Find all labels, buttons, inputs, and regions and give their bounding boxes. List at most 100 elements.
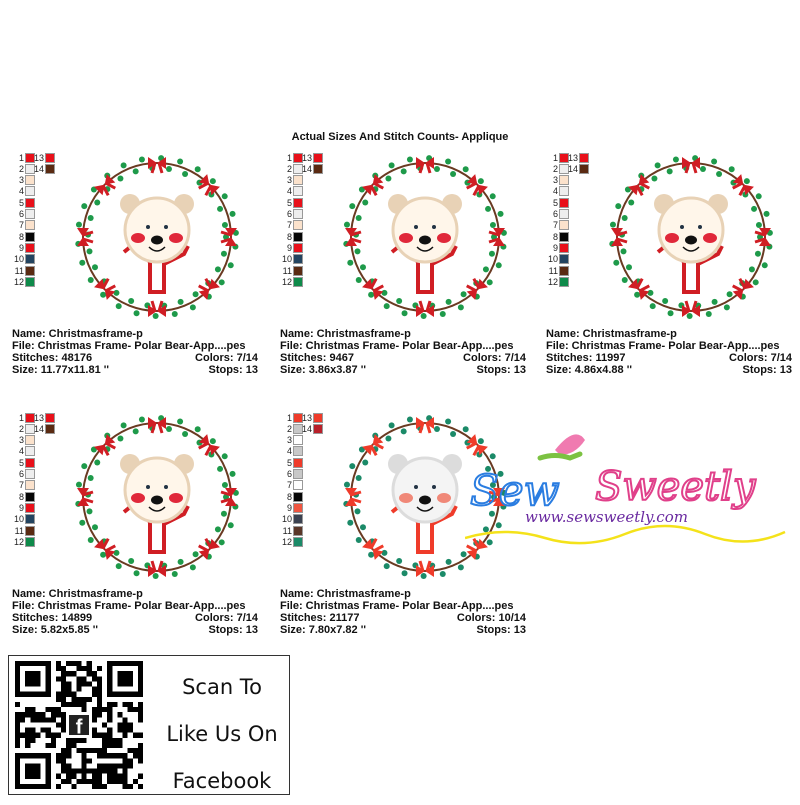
wreath-bear-design [75, 415, 239, 579]
stitch-count: Stitches: 14899 [12, 612, 93, 624]
qr-code-icon[interactable]: f [15, 661, 143, 789]
design-name: Name: Christmasframe-p [12, 328, 143, 340]
stop-count: Stops: 13 [208, 364, 258, 376]
qr-line-2: Like Us On [166, 722, 278, 746]
color-swatch: 7 [280, 220, 303, 231]
color-swatch: 1 [280, 412, 303, 423]
design-info: Name: Christmasframe-p File: Christmas F… [12, 328, 258, 376]
svg-text:f: f [76, 716, 83, 739]
color-swatch: 8 [12, 491, 35, 502]
design-panel: 1 2 3 4 5 6 7 8 9 10 11 12 13 14 Name: Christmasframe… [12, 412, 272, 642]
sew-sweetly-logo: Sew Sweetly www.sewsweetly.com [464, 420, 795, 550]
color-swatch: 12 [280, 276, 303, 287]
stitch-count: Stitches: 21177 [280, 612, 360, 624]
color-swatch: 4 [280, 186, 303, 197]
design-file: File: Christmas Frame- Polar Bear-App...… [280, 340, 514, 352]
color-swatch: 6 [280, 209, 303, 220]
stitch-count: Stitches: 9467 [280, 352, 354, 364]
wreath-bear-design [75, 155, 239, 319]
design-name: Name: Christmasframe-p [12, 588, 143, 600]
design-panel: 1 2 3 4 5 6 7 8 9 10 11 12 13 14 Name: Christmasframe… [12, 152, 272, 382]
color-swatch: 9 [280, 502, 303, 513]
color-swatch: 7 [280, 480, 303, 491]
color-swatch: 3 [280, 435, 303, 446]
design-panel: 1 2 3 4 5 6 7 8 9 10 11 12 13 14 Name: Christmasframe… [280, 152, 540, 382]
color-swatch: 11 [546, 265, 569, 276]
color-swatch: 8 [280, 231, 303, 242]
qr-line-3: Facebook [172, 769, 272, 793]
color-swatch: 9 [280, 242, 303, 253]
design-panel: 1 2 3 4 5 6 7 8 9 10 11 12 13 14 Name: Christmasframe… [546, 152, 800, 382]
color-swatch: 2 [280, 163, 303, 174]
design-file: File: Christmas Frame- Polar Bear-App...… [280, 600, 514, 612]
color-swatch: 14 [300, 423, 323, 434]
svg-text:www.sewsweetly.com: www.sewsweetly.com [525, 508, 688, 526]
wreath-bear-design [609, 155, 773, 319]
color-swatch: 10 [280, 514, 303, 525]
stop-count: Stops: 13 [742, 364, 792, 376]
color-swatch: 13 [566, 152, 589, 163]
color-swatch: 10 [546, 254, 569, 265]
design-panel: 1 2 3 4 5 6 7 8 9 10 11 12 13 14 Name: Christmasframe… [280, 412, 540, 642]
color-swatch: 5 [12, 197, 35, 208]
color-swatch: 4 [280, 446, 303, 457]
facebook-qr-box: f Scan To Like Us On Facebook [8, 655, 290, 795]
color-swatch: 5 [12, 457, 35, 468]
color-swatch: 7 [12, 480, 35, 491]
color-swatch: 2 [546, 163, 569, 174]
stop-count: Stops: 13 [476, 364, 526, 376]
color-swatch: 4 [12, 186, 35, 197]
svg-text:Sweetly: Sweetly [595, 464, 757, 510]
color-swatch: 5 [280, 197, 303, 208]
design-info: Name: Christmasframe-p File: Christmas F… [280, 588, 526, 636]
color-swatch: 14 [32, 423, 55, 434]
design-name: Name: Christmasframe-p [280, 328, 411, 340]
color-swatch: 14 [566, 163, 589, 174]
design-size: Size: 5.82x5.85 '' [12, 624, 98, 636]
stitch-count: Stitches: 11997 [546, 352, 626, 364]
color-swatch: 3 [546, 175, 569, 186]
wreath-bear-design [343, 155, 507, 319]
color-swatch: 3 [12, 175, 35, 186]
color-count: Colors: 7/14 [729, 352, 792, 364]
color-swatch: 1 [280, 152, 303, 163]
wreath-bear-design [343, 415, 507, 579]
color-swatch: 13 [32, 152, 55, 163]
color-swatch: 5 [546, 197, 569, 208]
color-swatch: 11 [280, 525, 303, 536]
color-swatch: 9 [12, 502, 35, 513]
color-swatch: 6 [12, 469, 35, 480]
qr-line-1: Scan To [182, 675, 262, 699]
color-swatch: 2 [280, 423, 303, 434]
design-file: File: Christmas Frame- Polar Bear-App...… [12, 600, 246, 612]
color-swatch: 8 [280, 491, 303, 502]
svg-text:Sew: Sew [470, 466, 560, 515]
color-swatch: 8 [12, 231, 35, 242]
color-swatch: 1 [12, 412, 35, 423]
color-swatch: 13 [32, 412, 55, 423]
stop-count: Stops: 13 [208, 624, 258, 636]
color-swatch: 3 [280, 175, 303, 186]
design-size: Size: 11.77x11.81 '' [12, 364, 109, 376]
color-swatch: 11 [280, 265, 303, 276]
color-swatch: 6 [12, 209, 35, 220]
design-file: File: Christmas Frame- Polar Bear-App...… [546, 340, 780, 352]
color-swatch: 9 [546, 242, 569, 253]
color-swatch: 4 [12, 446, 35, 457]
color-swatch: 11 [12, 525, 35, 536]
color-swatch: 2 [12, 423, 35, 434]
stop-count: Stops: 13 [476, 624, 526, 636]
design-size: Size: 4.86x4.88 '' [546, 364, 632, 376]
color-swatch: 11 [12, 265, 35, 276]
color-swatch: 10 [12, 514, 35, 525]
color-swatch: 8 [546, 231, 569, 242]
color-swatch: 12 [546, 276, 569, 287]
page-title: Actual Sizes And Stitch Counts- Applique [291, 131, 509, 143]
design-file: File: Christmas Frame- Polar Bear-App...… [12, 340, 246, 352]
design-name: Name: Christmasframe-p [546, 328, 677, 340]
design-info: Name: Christmasframe-p File: Christmas F… [546, 328, 792, 376]
design-info: Name: Christmasframe-p File: Christmas F… [280, 328, 526, 376]
color-swatch: 9 [12, 242, 35, 253]
design-name: Name: Christmasframe-p [280, 588, 411, 600]
design-info: Name: Christmasframe-p File: Christmas F… [12, 588, 258, 636]
